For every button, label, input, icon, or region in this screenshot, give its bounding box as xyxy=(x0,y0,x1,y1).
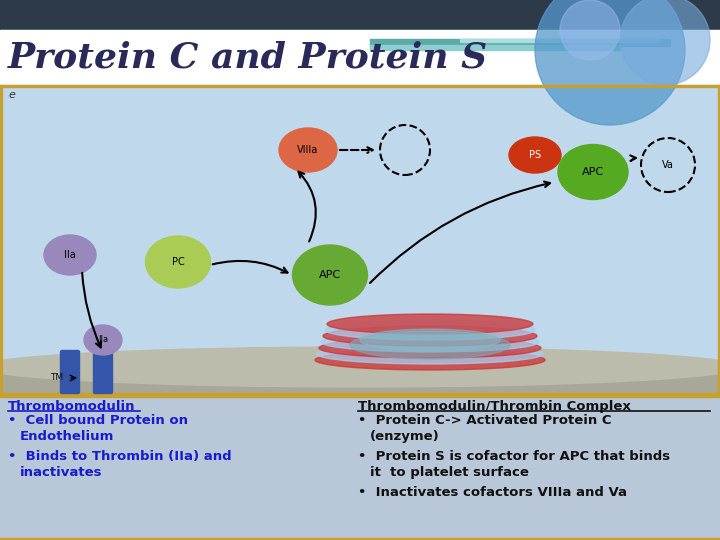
Text: Va: Va xyxy=(662,160,674,170)
Ellipse shape xyxy=(325,320,535,340)
Bar xyxy=(0,538,720,540)
Bar xyxy=(460,39,660,42)
Bar xyxy=(0,0,720,30)
Ellipse shape xyxy=(0,347,720,387)
Bar xyxy=(0,30,720,85)
Ellipse shape xyxy=(603,359,678,397)
Ellipse shape xyxy=(327,314,533,334)
Bar xyxy=(0,367,720,395)
Text: VIIIa: VIIIa xyxy=(297,145,319,155)
Ellipse shape xyxy=(323,326,537,346)
Ellipse shape xyxy=(145,236,210,288)
Text: •  Protein S is cofactor for APC that binds: • Protein S is cofactor for APC that bin… xyxy=(358,450,670,463)
Ellipse shape xyxy=(44,235,96,275)
Circle shape xyxy=(620,0,710,85)
Circle shape xyxy=(535,0,685,125)
Ellipse shape xyxy=(482,359,557,397)
Ellipse shape xyxy=(662,359,720,397)
Ellipse shape xyxy=(321,332,539,352)
Text: PC: PC xyxy=(171,257,184,267)
Text: •  Protein C-> Activated Protein C: • Protein C-> Activated Protein C xyxy=(358,414,611,427)
Text: IIa: IIa xyxy=(64,250,76,260)
Text: Thrombomodulin/Thrombin Complex: Thrombomodulin/Thrombin Complex xyxy=(358,400,631,413)
Text: APC: APC xyxy=(319,270,341,280)
Ellipse shape xyxy=(279,128,337,172)
Circle shape xyxy=(560,0,620,60)
Bar xyxy=(0,85,2,395)
Text: APC: APC xyxy=(582,167,604,177)
FancyBboxPatch shape xyxy=(60,350,79,394)
Bar xyxy=(0,395,720,397)
Ellipse shape xyxy=(122,359,197,397)
Ellipse shape xyxy=(243,359,318,397)
Text: PS: PS xyxy=(529,150,541,160)
Ellipse shape xyxy=(350,331,510,359)
Ellipse shape xyxy=(0,359,17,397)
Bar xyxy=(0,30,720,43)
Text: •  Inactivates cofactors VIIIa and Va: • Inactivates cofactors VIIIa and Va xyxy=(358,486,627,499)
Text: Protein C and Protein S: Protein C and Protein S xyxy=(8,41,488,75)
Ellipse shape xyxy=(423,359,498,397)
Text: (enzyme): (enzyme) xyxy=(370,430,440,443)
Text: •  Cell bound Protein on: • Cell bound Protein on xyxy=(8,414,188,427)
Ellipse shape xyxy=(542,359,618,397)
Ellipse shape xyxy=(360,329,500,351)
Bar xyxy=(370,45,620,50)
Text: it  to platelet surface: it to platelet surface xyxy=(370,466,529,479)
Text: e: e xyxy=(8,90,15,100)
FancyBboxPatch shape xyxy=(94,350,112,394)
Ellipse shape xyxy=(317,344,543,364)
Text: Thrombomodulin: Thrombomodulin xyxy=(8,400,135,413)
Ellipse shape xyxy=(509,137,561,173)
Ellipse shape xyxy=(302,359,377,397)
Bar xyxy=(0,395,720,540)
Bar xyxy=(718,85,720,395)
Ellipse shape xyxy=(315,350,545,370)
Bar xyxy=(0,393,720,395)
Bar xyxy=(0,85,720,395)
Ellipse shape xyxy=(2,359,78,397)
Text: inactivates: inactivates xyxy=(20,466,102,479)
Ellipse shape xyxy=(319,338,541,358)
Ellipse shape xyxy=(362,359,438,397)
Ellipse shape xyxy=(182,359,258,397)
Bar xyxy=(0,85,720,87)
Ellipse shape xyxy=(84,325,122,355)
Ellipse shape xyxy=(558,145,628,199)
Text: TM: TM xyxy=(50,374,63,382)
Ellipse shape xyxy=(292,245,367,305)
Text: •  Binds to Thrombin (IIa) and: • Binds to Thrombin (IIa) and xyxy=(8,450,232,463)
Ellipse shape xyxy=(63,359,138,397)
Text: IIa: IIa xyxy=(98,335,108,345)
Bar xyxy=(370,39,670,46)
Text: Endothelium: Endothelium xyxy=(20,430,114,443)
